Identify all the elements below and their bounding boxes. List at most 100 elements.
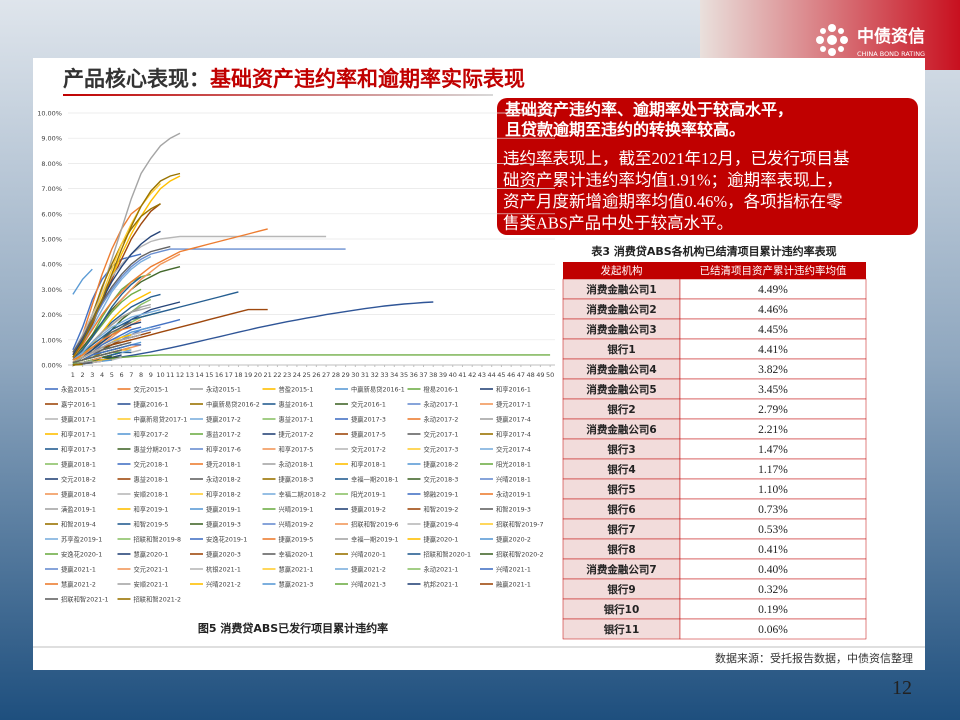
legend-label: 招联和智2019-6 bbox=[351, 519, 399, 528]
x-tick-label: 48 bbox=[527, 371, 535, 379]
x-tick-label: 44 bbox=[488, 371, 496, 379]
y-tick-label: 4.00% bbox=[41, 261, 62, 269]
legend-label: 幸福一期2018-1 bbox=[351, 474, 399, 483]
legend-label: 和享2018-1 bbox=[351, 459, 386, 468]
callout-box bbox=[497, 98, 918, 235]
legend-label: 捷赢2016-1 bbox=[134, 399, 169, 408]
x-tick-label: 27 bbox=[322, 371, 330, 379]
x-tick-label: 22 bbox=[273, 371, 281, 379]
legend-label: 交元2017-1 bbox=[424, 429, 459, 438]
legend-label: 捷赢2017-1 bbox=[61, 414, 96, 423]
legend-label: 兴晴2018-1 bbox=[496, 474, 531, 483]
x-tick-label: 43 bbox=[478, 371, 486, 379]
legend-label: 捷赢2018-1 bbox=[61, 459, 96, 468]
institution: 银行5 bbox=[607, 483, 635, 496]
legend-label: 永动2021-1 bbox=[424, 564, 459, 573]
institution: 消费金融公司1 bbox=[586, 283, 656, 296]
legend-label: 幸福2020-1 bbox=[279, 549, 314, 558]
series-line bbox=[72, 354, 551, 365]
callout-heading: 且贷款逾期至违约的转换率较高。 bbox=[505, 120, 745, 139]
default-rate: 0.40% bbox=[758, 564, 788, 576]
legend-label: 兴晴2021-2 bbox=[206, 579, 241, 588]
legend-label: 交元2018-3 bbox=[424, 474, 459, 483]
legend-label: 惠益2017-1 bbox=[279, 414, 314, 423]
table-header: 已结清项目资产累计违约率均值 bbox=[700, 264, 847, 277]
legend-label: 杭银2021-1 bbox=[206, 564, 241, 573]
chart-caption: 图5 消费贷ABS已发行项目累计违约率 bbox=[198, 621, 388, 635]
legend-label: 兴晴2021-1 bbox=[496, 564, 531, 573]
legend-label: 招联和智2021-1 bbox=[61, 594, 109, 603]
legend-label: 惠益分期2017-3 bbox=[134, 444, 182, 453]
series-line bbox=[72, 308, 268, 364]
x-tick-label: 45 bbox=[497, 371, 505, 379]
logo-icon bbox=[816, 24, 848, 56]
series-line bbox=[72, 268, 93, 295]
default-rate: 4.46% bbox=[758, 304, 788, 316]
legend-label: 永盈2015-1 bbox=[61, 384, 96, 393]
legend-label: 幸福二期2018-2 bbox=[279, 489, 327, 498]
series-line bbox=[72, 228, 268, 358]
legend-label: 和智2019-2 bbox=[424, 504, 459, 513]
x-tick-label: 28 bbox=[332, 371, 340, 379]
legend-label: 和智2019-4 bbox=[61, 519, 96, 528]
title-prefix: 产品核心表现： bbox=[63, 67, 210, 91]
x-tick-label: 4 bbox=[100, 371, 104, 379]
legend-label: 交元2016-1 bbox=[351, 399, 386, 408]
source-note: 数据来源：受托报告数据，中债资信整理 bbox=[715, 651, 913, 665]
legend-label: 和享2017-6 bbox=[206, 444, 241, 453]
legend-label: 永动2018-2 bbox=[206, 474, 241, 483]
x-tick-label: 41 bbox=[458, 371, 466, 379]
x-tick-label: 8 bbox=[139, 371, 143, 379]
x-tick-label: 7 bbox=[129, 371, 133, 379]
legend-label: 招联和智2019-8 bbox=[134, 534, 182, 543]
y-tick-label: 3.00% bbox=[41, 286, 62, 294]
title-main: 基础资产违约率和逾期率实际表现 bbox=[210, 67, 525, 91]
legend-label: 招联和智2021-2 bbox=[134, 594, 182, 603]
title-rule bbox=[63, 94, 493, 96]
legend-label: 捷赢2020-3 bbox=[206, 549, 241, 558]
legend-label: 捷赢2017-2 bbox=[206, 414, 241, 423]
institution: 银行9 bbox=[607, 583, 635, 596]
x-tick-label: 29 bbox=[341, 371, 349, 379]
x-tick-label: 12 bbox=[176, 371, 184, 379]
legend-label: 交元2017-2 bbox=[351, 444, 386, 453]
legend-label: 慧赢2021-2 bbox=[61, 579, 96, 588]
legend-label: 幸福一期2019-1 bbox=[351, 534, 399, 543]
legend-label: 安逸花2020-1 bbox=[61, 549, 102, 558]
institution: 消费金融公司6 bbox=[586, 423, 656, 436]
default-rate: 3.82% bbox=[758, 364, 788, 376]
series-line bbox=[72, 276, 142, 361]
y-tick-label: 9.00% bbox=[41, 135, 62, 143]
legend-label: 捷赢2020-1 bbox=[424, 534, 459, 543]
series-line bbox=[72, 235, 327, 353]
x-tick-label: 17 bbox=[225, 371, 233, 379]
page-number: 12 bbox=[892, 677, 912, 699]
legend-label: 慧赢2021-1 bbox=[279, 564, 314, 573]
legend-label: 和享2017-2 bbox=[134, 429, 169, 438]
default-rate: 4.45% bbox=[758, 324, 788, 336]
x-tick-label: 21 bbox=[264, 371, 272, 379]
legend-label: 兴晴2020-1 bbox=[351, 549, 386, 558]
legend-label: 招联和智2019-7 bbox=[496, 519, 544, 528]
legend-label: 捷赢2021-1 bbox=[61, 564, 96, 573]
legend-label: 嘉宁2016-1 bbox=[61, 399, 96, 408]
default-rate: 0.06% bbox=[758, 624, 788, 636]
legend-label: 阳光2018-1 bbox=[496, 459, 531, 468]
legend-label: 慧赢2021-3 bbox=[279, 579, 314, 588]
x-tick-label: 37 bbox=[419, 371, 427, 379]
x-tick-label: 19 bbox=[244, 371, 252, 379]
legend-label: 捷赢2018-2 bbox=[424, 459, 459, 468]
callout-body: 资产月度新增逾期率均值0.46%，各项指标在零 bbox=[503, 192, 843, 211]
default-rate: 3.45% bbox=[758, 384, 788, 396]
legend-label: 招联和智2020-1 bbox=[424, 549, 472, 558]
x-tick-label: 23 bbox=[283, 371, 291, 379]
legend-label: 和享2017-1 bbox=[61, 429, 96, 438]
legend-label: 满盈2019-1 bbox=[61, 504, 96, 513]
institution: 消费金融公司2 bbox=[586, 303, 656, 316]
institution: 银行7 bbox=[607, 523, 635, 536]
default-rate: 0.32% bbox=[758, 584, 788, 596]
legend-label: 锦融2019-1 bbox=[424, 489, 459, 498]
legend-label: 中赢新易贷2017-1 bbox=[134, 414, 188, 423]
legend-label: 惠益2016-1 bbox=[279, 399, 314, 408]
legend-label: 招联和智2020-2 bbox=[496, 549, 544, 558]
